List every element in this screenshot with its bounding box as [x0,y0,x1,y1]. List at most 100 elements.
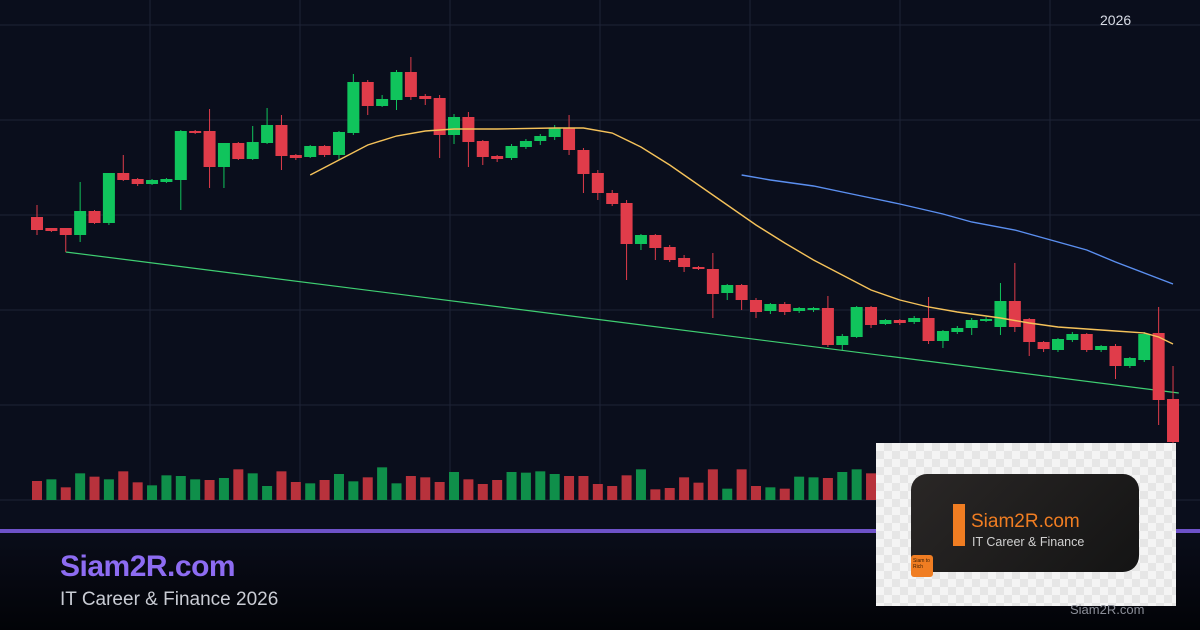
candle-body [117,173,130,180]
footer-tagline: IT Career & Finance 2026 [60,589,279,610]
volume-bar [305,483,316,500]
candle-body [131,179,144,184]
volume-bar [837,472,848,500]
candle-body [1138,334,1151,360]
volume-bar [132,482,143,500]
logo-card: Siam2R.com IT Career & Finance [911,474,1139,572]
candle-body [534,136,547,141]
candle-body [232,143,245,159]
candle-body [261,125,274,143]
volume-bar [664,488,675,500]
volume-bar [218,478,229,500]
candle-body [1008,301,1021,327]
logo-subtitle: IT Career & Finance [972,535,1085,549]
volume-bar [175,476,186,500]
candle-body [836,336,849,345]
candle-body [448,117,461,135]
candle-body [577,150,590,174]
candle-body [951,328,964,332]
candle-body [634,235,647,244]
volume-bar [635,469,646,500]
candle-body [850,307,863,337]
volume-bar [46,479,57,500]
volume-bar [449,472,460,500]
candle-body [563,128,576,150]
candle-body [289,155,302,158]
candle-body [1109,346,1122,366]
candle-body [548,128,561,137]
candle-body [1051,339,1064,350]
candle-body [433,98,446,135]
candle-body [419,96,432,99]
candle-body [1080,334,1093,350]
volume-bar [333,474,344,500]
footer-divider [0,529,1200,533]
volume-bar [794,476,805,500]
candle-body [591,173,604,193]
volume-bar [808,477,819,500]
candle-body [893,320,906,323]
candle-body [404,72,417,97]
volume-bar [650,489,661,500]
candle-body [476,141,489,157]
volume-bar [866,473,877,500]
moving-average-slow [741,174,1174,285]
candle-body [332,132,345,155]
candle-body [980,319,993,321]
volume-bar [535,471,546,500]
volume-bar [103,479,114,500]
candle-body [692,267,705,269]
candle-body [663,247,676,260]
volume-bar [60,487,71,500]
volume-bar [520,472,531,500]
volume-bar [621,475,632,500]
watermark: Siam2R.com [1070,602,1145,617]
volume-bar [564,476,575,500]
logo-title: Siam2R.com [971,511,1080,532]
volume-bar [549,474,560,500]
candle-body [649,235,662,248]
candle-body [606,193,619,204]
candle-body [174,131,187,180]
volume-bar [405,476,416,500]
candle-body [491,156,504,159]
volume-bar [477,484,488,500]
volume-bar [75,473,86,500]
year-label: 2026 [1100,12,1132,28]
volume-bar [89,476,100,500]
volume-bar [492,480,503,500]
candle-body [45,228,58,231]
candle-body [31,217,43,230]
volume-bar [290,482,301,500]
candle-body [160,179,173,182]
volume-bar [463,479,474,500]
volume-bar [362,477,373,500]
volume-bar [247,473,258,500]
volume-bar [420,477,431,500]
candle-body [678,258,691,267]
candle-body [865,307,878,325]
candle-body [721,285,734,293]
candle-body [519,141,532,147]
volume-bar [607,486,618,500]
volume-bar [276,471,287,500]
volume-bar [736,469,747,500]
candle-body [275,125,288,156]
volume-bar [161,475,172,500]
volume-bar [751,486,761,500]
candle-body [217,143,230,167]
candle-body [88,211,101,223]
candle-body [965,320,978,328]
volume-bar [722,488,733,500]
candle-body [706,269,719,294]
volume-bar [348,481,359,500]
volume-bar [262,486,273,500]
candle-body [908,318,921,322]
moving-average-fast [309,127,1174,345]
volume-bar [377,467,388,500]
candle-body [102,173,115,223]
candle-body [1152,333,1165,400]
candle-body [146,180,159,184]
candle-body [994,301,1007,327]
volume-bar [190,479,201,500]
